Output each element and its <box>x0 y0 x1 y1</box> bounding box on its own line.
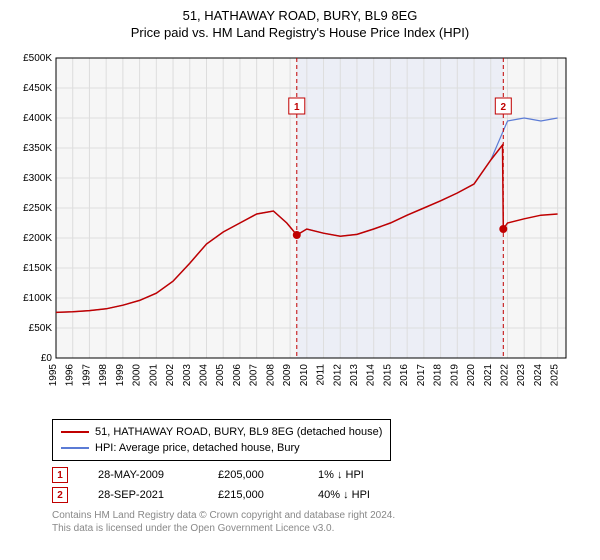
footer: Contains HM Land Registry data © Crown c… <box>52 509 590 535</box>
svg-text:2013: 2013 <box>349 364 360 387</box>
svg-text:2001: 2001 <box>148 364 159 387</box>
svg-text:2025: 2025 <box>550 364 561 387</box>
svg-text:2007: 2007 <box>249 364 260 387</box>
svg-text:2022: 2022 <box>499 364 510 387</box>
legend-swatch-property <box>61 431 89 433</box>
chart-svg: £0 £50K £100K £150K £200K £250K £300K £350K £400… <box>10 48 570 408</box>
legend: 51, HATHAWAY ROAD, BURY, BL9 8EG (detach… <box>52 419 391 461</box>
svg-text:2014: 2014 <box>366 364 377 387</box>
svg-text:2021: 2021 <box>483 364 494 387</box>
svg-text:£400K: £400K <box>23 113 52 124</box>
svg-text:1999: 1999 <box>115 364 126 387</box>
sale-marker-icon: 2 <box>52 487 68 503</box>
sale-row: 1 28-MAY-2009 £205,000 1% ↓ HPI <box>52 467 590 483</box>
svg-text:2002: 2002 <box>165 364 176 387</box>
svg-text:£50K: £50K <box>29 323 53 334</box>
svg-text:£450K: £450K <box>23 83 52 94</box>
svg-text:2003: 2003 <box>182 364 193 387</box>
svg-text:£100K: £100K <box>23 293 52 304</box>
svg-text:1995: 1995 <box>48 364 59 387</box>
legend-label: 51, HATHAWAY ROAD, BURY, BL9 8EG (detach… <box>95 424 382 440</box>
sale-price: £205,000 <box>218 469 288 481</box>
sale-date: 28-SEP-2021 <box>98 489 188 501</box>
svg-text:£200K: £200K <box>23 233 52 244</box>
svg-text:2009: 2009 <box>282 364 293 387</box>
legend-item: HPI: Average price, detached house, Bury <box>61 440 382 456</box>
sale-delta: 1% ↓ HPI <box>318 469 398 481</box>
sale-row: 2 28-SEP-2021 £215,000 40% ↓ HPI <box>52 487 590 503</box>
svg-text:2019: 2019 <box>449 364 460 387</box>
sale-date: 28-MAY-2009 <box>98 469 188 481</box>
legend-item: 51, HATHAWAY ROAD, BURY, BL9 8EG (detach… <box>61 424 382 440</box>
svg-text:2024: 2024 <box>533 364 544 387</box>
sale-delta: 40% ↓ HPI <box>318 489 398 501</box>
svg-text:2: 2 <box>501 102 507 113</box>
svg-text:2004: 2004 <box>198 364 209 387</box>
sales-table: 1 28-MAY-2009 £205,000 1% ↓ HPI 2 28-SEP… <box>52 467 590 503</box>
svg-text:£250K: £250K <box>23 203 52 214</box>
svg-text:£300K: £300K <box>23 173 52 184</box>
svg-text:2023: 2023 <box>516 364 527 387</box>
sale-price: £215,000 <box>218 489 288 501</box>
sale-marker-icon: 1 <box>52 467 68 483</box>
footer-line: Contains HM Land Registry data © Crown c… <box>52 509 590 522</box>
page-subtitle: Price paid vs. HM Land Registry's House … <box>10 25 590 40</box>
page-title: 51, HATHAWAY ROAD, BURY, BL9 8EG <box>10 8 590 23</box>
footer-line: This data is licensed under the Open Gov… <box>52 522 590 535</box>
legend-swatch-hpi <box>61 447 89 449</box>
svg-text:2015: 2015 <box>382 364 393 387</box>
svg-text:2012: 2012 <box>332 364 343 387</box>
legend-label: HPI: Average price, detached house, Bury <box>95 440 300 456</box>
svg-text:1998: 1998 <box>98 364 109 387</box>
svg-text:1: 1 <box>294 102 300 113</box>
svg-text:2008: 2008 <box>265 364 276 387</box>
svg-text:£350K: £350K <box>23 143 52 154</box>
svg-text:2017: 2017 <box>416 364 427 387</box>
svg-text:2005: 2005 <box>215 364 226 387</box>
svg-text:2010: 2010 <box>299 364 310 387</box>
svg-text:2018: 2018 <box>433 364 444 387</box>
svg-text:2016: 2016 <box>399 364 410 387</box>
svg-text:£150K: £150K <box>23 263 52 274</box>
price-chart: £0 £50K £100K £150K £200K £250K £300K £350K £400… <box>10 48 590 413</box>
svg-text:£0: £0 <box>41 353 53 364</box>
svg-text:1997: 1997 <box>81 364 92 387</box>
svg-text:£500K: £500K <box>23 53 52 64</box>
svg-text:2020: 2020 <box>466 364 477 387</box>
svg-text:2000: 2000 <box>132 364 143 387</box>
svg-text:2011: 2011 <box>316 364 327 386</box>
svg-text:1996: 1996 <box>65 364 76 387</box>
svg-text:2006: 2006 <box>232 364 243 387</box>
